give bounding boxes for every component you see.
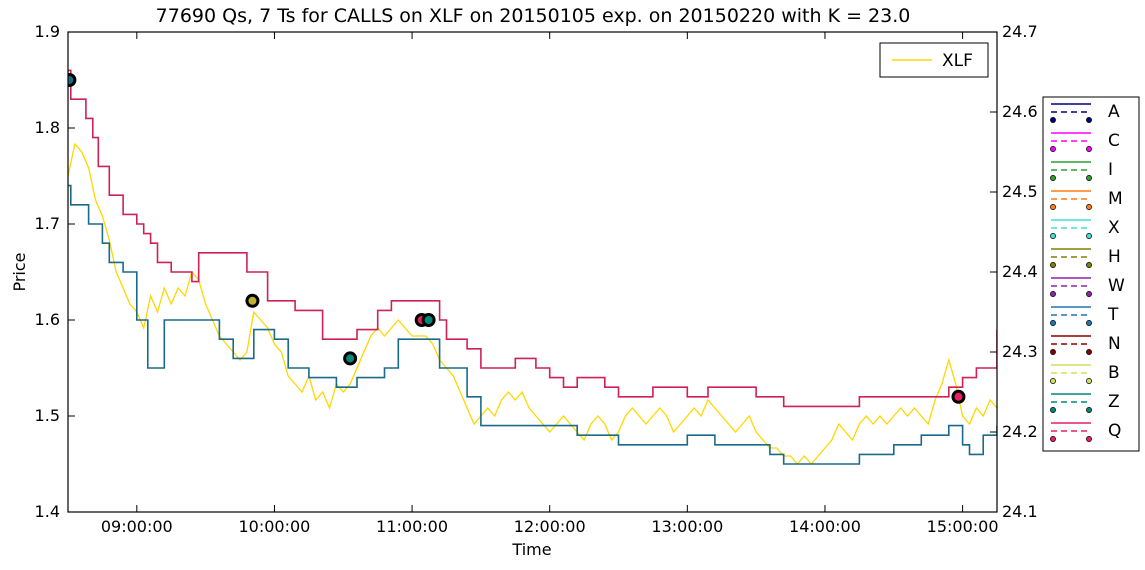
x-tick-label: 10:00:00	[239, 517, 311, 536]
legend-swatch-dot	[1050, 436, 1056, 442]
legend-label: Q	[1108, 421, 1121, 441]
y-right-tick-label: 24.7	[1002, 22, 1038, 41]
legend-swatch-dot	[1086, 436, 1092, 442]
legend-label: M	[1108, 189, 1123, 209]
axes: 09:00:00 10:00:00 11:00:00 12:00:00 13:00:00…	[35, 22, 1038, 536]
x-tick-label: 15:00:00	[927, 517, 999, 536]
y-right-tick-label: 24.3	[1002, 342, 1038, 361]
y-axis-label: Price	[10, 252, 29, 291]
legend-label: Z	[1108, 392, 1120, 412]
x-tick-label: 12:00:00	[514, 517, 586, 536]
legend-label: H	[1108, 247, 1121, 267]
legend-label: X	[1108, 218, 1120, 238]
plot-layer	[68, 69, 997, 465]
y-right-tick-label: 24.6	[1002, 102, 1038, 121]
x-tick-label: 14:00:00	[789, 517, 861, 536]
legend-swatch-dot	[1050, 146, 1056, 152]
legend-swatch-dot	[1050, 204, 1056, 210]
legend-swatch-dot	[1086, 320, 1092, 326]
legend-swatch-dot	[1050, 117, 1056, 123]
series-line-ask	[68, 69, 997, 408]
legend-label: C	[1108, 131, 1120, 151]
legend-right-frame	[1042, 96, 1140, 452]
legend-label: N	[1108, 334, 1121, 354]
y-left-tick-label: 1.5	[35, 406, 60, 425]
chart-title: 77690 Qs, 7 Ts for CALLS on XLF on 20150…	[156, 5, 911, 27]
y-left-tick-label: 1.8	[35, 118, 60, 137]
y-right-tick-label: 24.4	[1002, 262, 1038, 281]
legend-swatch-dot	[1086, 291, 1092, 297]
plot-area	[68, 69, 997, 465]
y-left-tick-label: 1.9	[35, 22, 60, 41]
y-left-tick-label: 1.6	[35, 310, 60, 329]
legend-swatch-dot	[1086, 349, 1092, 355]
legend-swatch-dot	[1050, 349, 1056, 355]
legend-label: T	[1107, 305, 1119, 325]
legend-top-label: XLF	[942, 51, 973, 71]
legend-top-right: XLF	[879, 42, 989, 78]
legend-swatch-dot	[1050, 233, 1056, 239]
legend-label: A	[1108, 102, 1120, 122]
plot-frame	[67, 31, 998, 513]
trade-marker-core	[954, 392, 963, 401]
legend-swatch-dot	[1050, 175, 1056, 181]
legend-swatch-dot	[1086, 407, 1092, 413]
trade-marker-core	[346, 354, 355, 363]
legend-swatch-dot	[1086, 204, 1092, 210]
trade-marker-core	[424, 316, 433, 324]
x-tick-label: 09:00:00	[101, 517, 173, 536]
legend-swatch-dot	[1050, 378, 1056, 384]
legend-swatch-dot	[1086, 146, 1092, 152]
y-left-tick-label: 1.7	[35, 214, 60, 233]
legend-swatch-dot	[1050, 262, 1056, 268]
legend-swatch-dot	[1086, 233, 1092, 239]
legend-swatch-dot	[1086, 117, 1092, 123]
series-line-xlf	[68, 142, 997, 465]
legend-label: B	[1108, 363, 1120, 383]
x-tick-label: 13:00:00	[651, 517, 723, 536]
legend-swatch-dot	[1050, 291, 1056, 297]
legend-swatch-dot	[1086, 262, 1092, 268]
legend-swatch-dot	[1086, 175, 1092, 181]
trade-marker-core	[248, 296, 257, 305]
y-right-tick-label: 24.1	[1002, 502, 1038, 521]
legend-label: W	[1108, 276, 1125, 296]
x-axis-label: Time	[511, 540, 551, 559]
legend-swatch-dot	[1050, 320, 1056, 326]
y-right-tick-label: 24.5	[1002, 182, 1038, 201]
y-left-tick-label: 1.4	[35, 502, 60, 521]
trade-marker-core	[68, 76, 74, 84]
y-right-tick-label: 24.2	[1002, 422, 1038, 441]
legend-swatch-dot	[1086, 378, 1092, 384]
legend-swatch-dot	[1050, 407, 1056, 413]
x-tick-label: 11:00:00	[376, 517, 448, 536]
legend-label: I	[1108, 160, 1113, 180]
series-line-bid	[68, 184, 997, 465]
